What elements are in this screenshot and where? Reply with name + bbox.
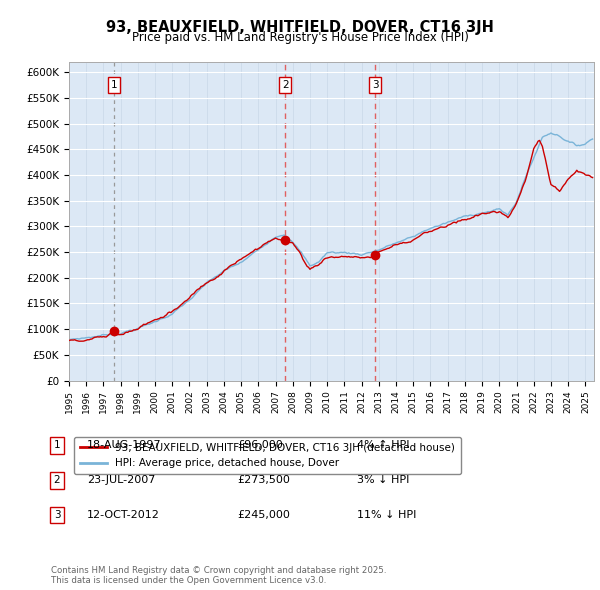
Text: £273,500: £273,500 bbox=[237, 476, 290, 485]
Text: £96,000: £96,000 bbox=[237, 441, 283, 450]
Text: 18-AUG-1997: 18-AUG-1997 bbox=[87, 441, 161, 450]
Text: 2: 2 bbox=[53, 476, 61, 485]
Text: 12-OCT-2012: 12-OCT-2012 bbox=[87, 510, 160, 520]
Text: 23-JUL-2007: 23-JUL-2007 bbox=[87, 476, 155, 485]
Text: 4% ↑ HPI: 4% ↑ HPI bbox=[357, 441, 409, 450]
Text: Contains HM Land Registry data © Crown copyright and database right 2025.
This d: Contains HM Land Registry data © Crown c… bbox=[51, 566, 386, 585]
Text: Price paid vs. HM Land Registry's House Price Index (HPI): Price paid vs. HM Land Registry's House … bbox=[131, 31, 469, 44]
Text: 2: 2 bbox=[282, 80, 289, 90]
Text: 3% ↓ HPI: 3% ↓ HPI bbox=[357, 476, 409, 485]
Text: 1: 1 bbox=[111, 80, 118, 90]
Text: £245,000: £245,000 bbox=[237, 510, 290, 520]
Text: 1: 1 bbox=[53, 441, 61, 450]
Text: 3: 3 bbox=[372, 80, 379, 90]
Text: 11% ↓ HPI: 11% ↓ HPI bbox=[357, 510, 416, 520]
Legend: 93, BEAUXFIELD, WHITFIELD, DOVER, CT16 3JH (detached house), HPI: Average price,: 93, BEAUXFIELD, WHITFIELD, DOVER, CT16 3… bbox=[74, 437, 461, 474]
Text: 93, BEAUXFIELD, WHITFIELD, DOVER, CT16 3JH: 93, BEAUXFIELD, WHITFIELD, DOVER, CT16 3… bbox=[106, 20, 494, 35]
Text: 3: 3 bbox=[53, 510, 61, 520]
